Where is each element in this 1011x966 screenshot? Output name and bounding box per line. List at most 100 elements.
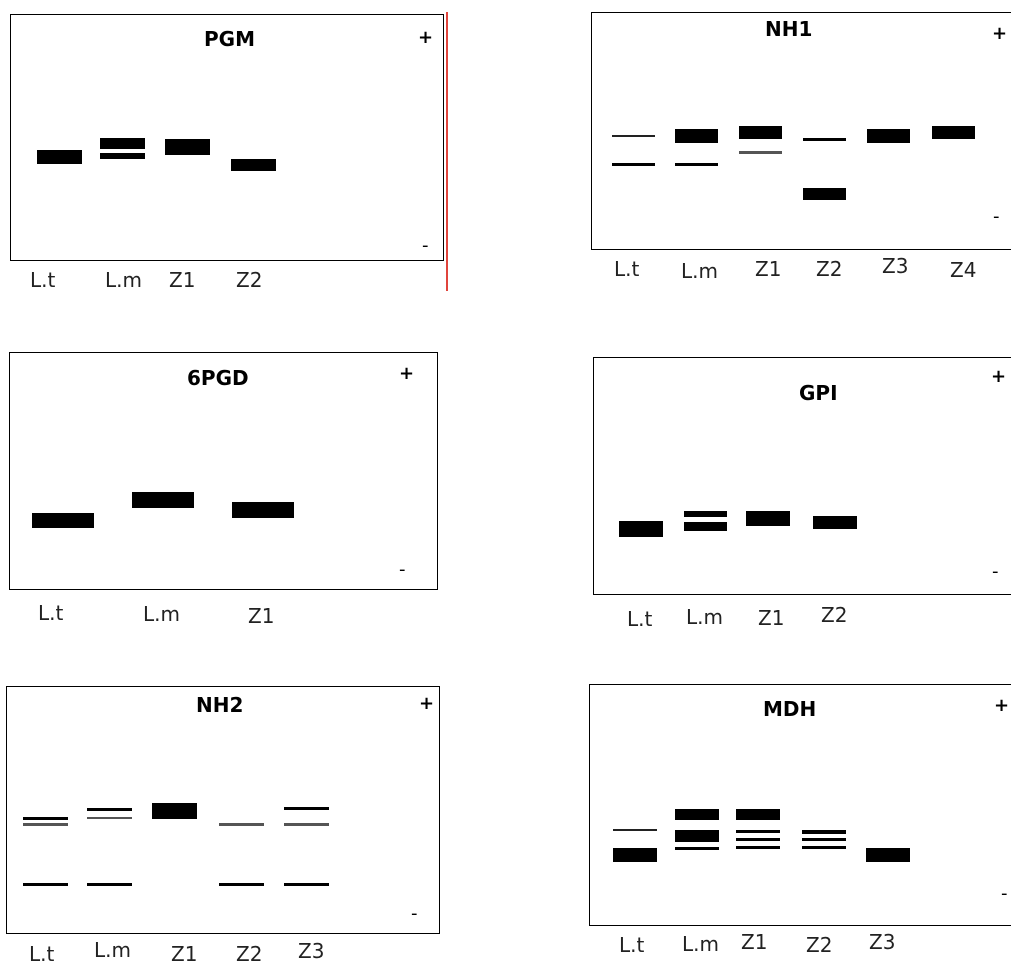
band [736, 809, 780, 820]
band [803, 188, 846, 200]
band [612, 135, 655, 137]
band [802, 830, 846, 834]
gel-panel-mdh: MDH + - [589, 684, 1011, 926]
lane-label: Z3 [298, 939, 325, 963]
band [739, 126, 782, 139]
lane-label: Z1 [171, 942, 198, 966]
lane-label: Z1 [248, 604, 275, 628]
lane-label: Z2 [806, 933, 833, 957]
cathode-minus-marker: - [1001, 883, 1008, 904]
lane-label: Z4 [950, 258, 977, 282]
band [675, 809, 719, 820]
anode-plus-marker: + [419, 693, 435, 714]
anode-plus-marker: + [991, 366, 1007, 387]
cathode-minus-marker: - [422, 235, 429, 256]
band [932, 126, 975, 139]
band [675, 129, 718, 143]
band [37, 150, 82, 164]
band [165, 139, 210, 155]
lane-label: Z2 [236, 268, 263, 292]
band [619, 521, 663, 537]
band [231, 159, 276, 171]
red-divider-line [446, 12, 448, 291]
lane-label: L.t [30, 268, 56, 292]
band [675, 830, 719, 842]
band [802, 846, 846, 849]
lane-label: L.t [619, 933, 645, 957]
lane-label: Z3 [869, 930, 896, 954]
gel-title: NH1 [765, 17, 813, 41]
band [87, 883, 132, 886]
cathode-minus-marker: - [993, 206, 1000, 227]
lane-label: Z3 [882, 254, 909, 278]
band [736, 846, 780, 849]
band [802, 838, 846, 841]
band [803, 138, 846, 141]
anode-plus-marker: + [992, 23, 1008, 44]
band [100, 138, 145, 149]
gel-panel-gpi: GPI + - [593, 357, 1011, 595]
gel-title: MDH [763, 697, 817, 721]
lane-label: Z1 [169, 268, 196, 292]
band [23, 817, 68, 820]
gel-title: NH2 [196, 693, 244, 717]
band [100, 153, 145, 159]
band [746, 511, 790, 526]
band [613, 829, 657, 831]
band [684, 511, 727, 517]
lane-label: L.t [38, 601, 64, 625]
lane-label: L.m [681, 259, 718, 283]
band [219, 883, 264, 886]
lane-label: L.m [682, 932, 719, 956]
anode-plus-marker: + [399, 363, 415, 384]
band [675, 847, 719, 850]
band [132, 492, 194, 508]
band [219, 823, 264, 826]
lane-label: Z1 [741, 930, 768, 954]
band [675, 163, 718, 166]
gel-title: GPI [799, 381, 838, 405]
gel-panel-pgm: PGM + - [10, 14, 444, 261]
band [612, 163, 655, 166]
gel-title: 6PGD [187, 366, 249, 390]
lane-label: Z1 [758, 606, 785, 630]
band [23, 883, 68, 886]
band [613, 848, 657, 862]
lane-label: L.t [29, 942, 55, 966]
band [32, 513, 94, 528]
lane-label: Z2 [816, 257, 843, 281]
band [284, 807, 329, 810]
band [87, 817, 132, 819]
lane-label: L.m [105, 268, 142, 292]
cathode-minus-marker: - [399, 559, 406, 580]
lane-label: L.m [686, 605, 723, 629]
band [284, 883, 329, 886]
band [736, 830, 780, 833]
band [152, 803, 197, 819]
band [232, 502, 294, 518]
lane-label: L.m [94, 938, 131, 962]
gel-panel-nh2: NH2 + - [6, 686, 440, 934]
band [739, 151, 782, 154]
lane-label: Z2 [821, 603, 848, 627]
band [284, 823, 329, 826]
cathode-minus-marker: - [992, 561, 999, 582]
band [866, 848, 910, 862]
cathode-minus-marker: - [411, 903, 418, 924]
band [684, 522, 727, 531]
gel-title: PGM [204, 27, 255, 51]
gel-panel-nh1: NH1 + - [591, 12, 1011, 250]
band [867, 129, 910, 143]
lane-label: Z2 [236, 942, 263, 966]
lane-label: L.t [614, 257, 640, 281]
lane-label: Z1 [755, 257, 782, 281]
anode-plus-marker: + [418, 27, 434, 48]
lane-label: L.t [627, 607, 653, 631]
band [23, 823, 68, 826]
band [736, 838, 780, 841]
band [813, 516, 857, 529]
lane-label: L.m [143, 602, 180, 626]
anode-plus-marker: + [994, 695, 1010, 716]
band [87, 808, 132, 811]
gel-panel-6pgd: 6PGD + - [9, 352, 438, 590]
